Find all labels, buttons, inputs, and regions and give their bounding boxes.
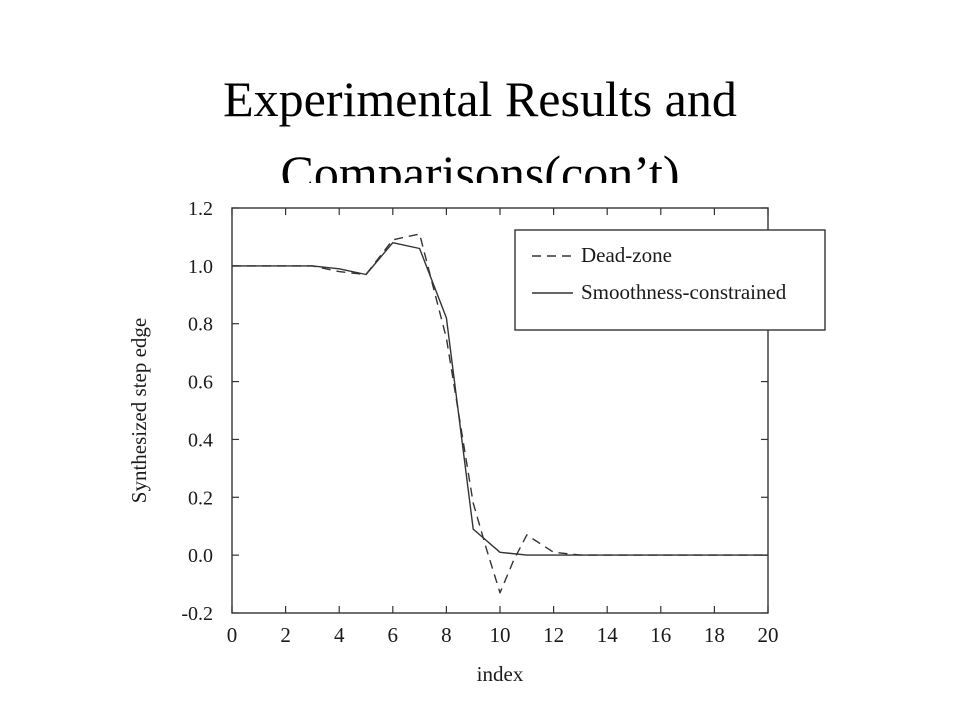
legend-label: Dead-zone bbox=[581, 243, 672, 267]
x-tick-label: 6 bbox=[388, 623, 399, 647]
y-tick-label: 0.4 bbox=[188, 429, 213, 451]
x-tick-label: 20 bbox=[758, 623, 779, 647]
x-tick-label: 2 bbox=[280, 623, 291, 647]
x-tick-label: 0 bbox=[227, 623, 238, 647]
slide-title-line-2: Comparisons(con’t) bbox=[280, 145, 680, 183]
x-tick-label: 10 bbox=[490, 623, 511, 647]
y-tick-label: 0.2 bbox=[188, 487, 213, 509]
y-tick-label: 1.0 bbox=[188, 256, 213, 278]
x-tick-label: 4 bbox=[334, 623, 345, 647]
y-tick-label: 0.0 bbox=[188, 545, 213, 567]
series-line-smoothness-constrained bbox=[232, 241, 768, 556]
y-tick-label: 0.6 bbox=[188, 372, 213, 394]
y-tick-label: 1.2 bbox=[188, 198, 213, 220]
x-tick-label: 14 bbox=[597, 623, 619, 647]
y-tick-label: 0.8 bbox=[188, 314, 213, 336]
slide-title-line-1: Experimental Results and bbox=[223, 71, 737, 127]
x-tick-label: 18 bbox=[704, 623, 725, 647]
x-tick-label: 8 bbox=[441, 623, 452, 647]
x-tick-label: 16 bbox=[650, 623, 671, 647]
y-axis-label: Synthesized step edge bbox=[127, 318, 151, 503]
slide-title: Experimental Results and Comparisons(con… bbox=[0, 62, 960, 183]
y-tick-label: -0.2 bbox=[181, 603, 213, 625]
legend-box bbox=[514, 229, 826, 331]
x-axis-label: index bbox=[477, 662, 524, 686]
x-tick-label: 12 bbox=[543, 623, 564, 647]
legend-label: Smoothness-constrained bbox=[581, 280, 787, 304]
